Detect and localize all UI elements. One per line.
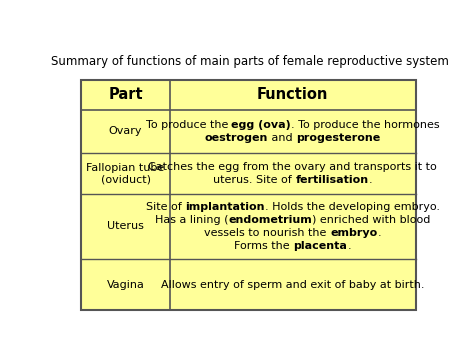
Bar (82, 80, 416, 311)
Text: Ovary: Ovary (109, 126, 142, 136)
Text: progesterone: progesterone (296, 133, 381, 143)
Text: vessels to nourish the: vessels to nourish the (204, 228, 330, 238)
Text: embryo: embryo (330, 228, 377, 238)
Text: .: . (369, 175, 372, 185)
Text: To produce the: To produce the (146, 120, 231, 130)
Text: . Holds the developing embryo.: . Holds the developing embryo. (264, 202, 439, 212)
Text: Catches the egg from the ovary and transports it to: Catches the egg from the ovary and trans… (148, 162, 437, 172)
Text: . To produce the hormones: . To produce the hormones (291, 120, 440, 130)
Text: endometrium: endometrium (228, 215, 312, 225)
Text: placenta: placenta (293, 241, 347, 251)
Text: Fallopian tube
(oviduct): Fallopian tube (oviduct) (86, 163, 164, 184)
Text: implantation: implantation (185, 202, 264, 212)
Text: Summary of functions of main parts of female reproductive system: Summary of functions of main parts of fe… (51, 55, 449, 68)
Text: Part: Part (108, 87, 143, 102)
Text: oestrogen: oestrogen (205, 133, 268, 143)
Text: egg (ova): egg (ova) (231, 120, 291, 130)
Text: and: and (268, 133, 296, 143)
Text: ) enriched with blood: ) enriched with blood (312, 215, 430, 225)
Text: Has a lining (: Has a lining ( (155, 215, 228, 225)
Text: Site of: Site of (146, 202, 185, 212)
Text: Uterus: Uterus (107, 222, 144, 231)
Text: fertilisation: fertilisation (295, 175, 369, 185)
Text: .: . (377, 228, 381, 238)
Text: Function: Function (257, 87, 328, 102)
Text: Forms the: Forms the (235, 241, 293, 251)
Text: Allows entry of sperm and exit of baby at birth.: Allows entry of sperm and exit of baby a… (161, 280, 425, 290)
Text: Vagina: Vagina (107, 280, 145, 290)
Text: uterus. Site of: uterus. Site of (213, 175, 295, 185)
Text: .: . (347, 241, 351, 251)
